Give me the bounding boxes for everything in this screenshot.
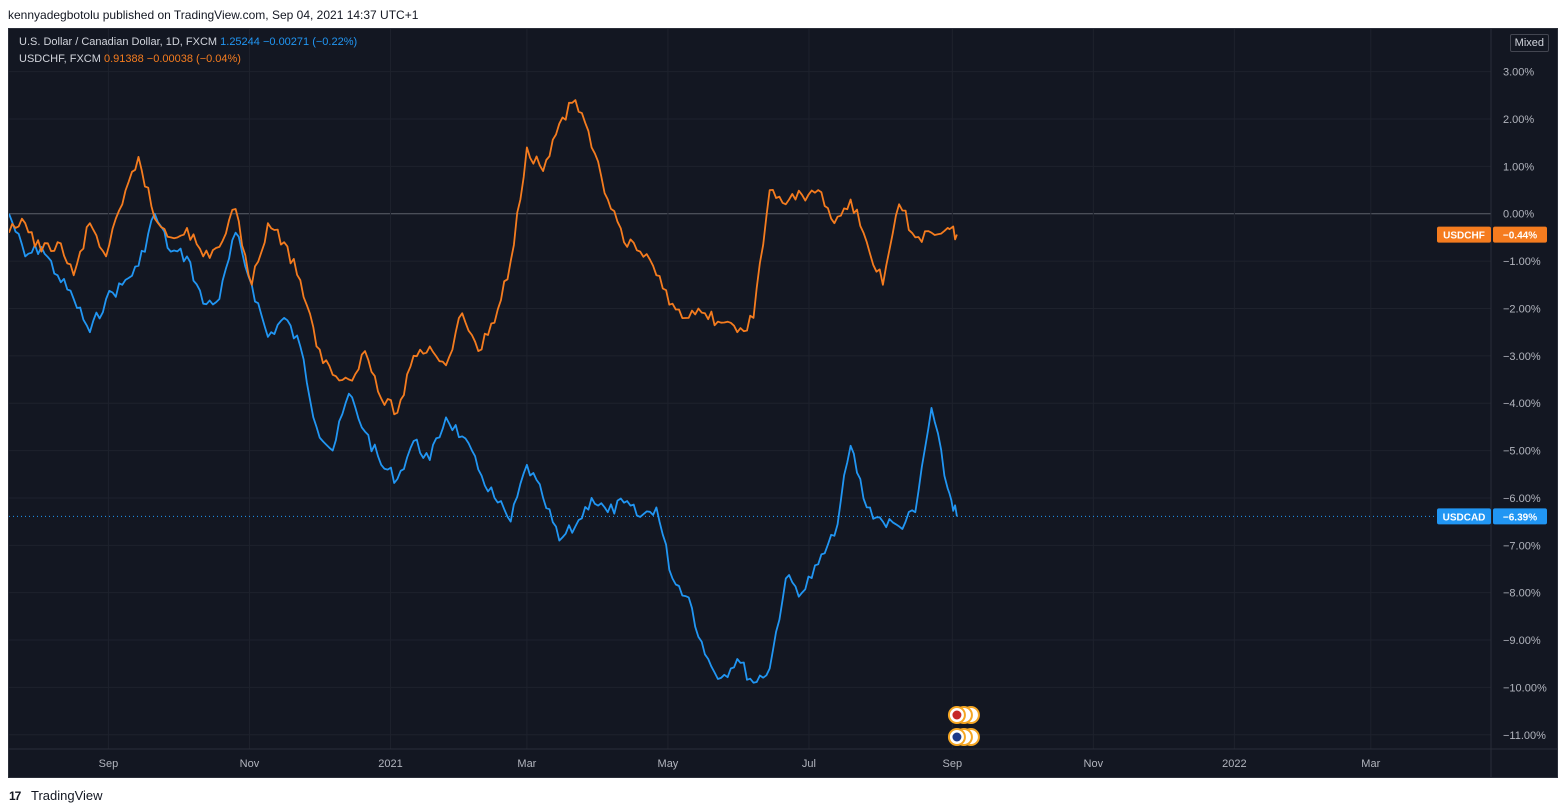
legend-usdcad-value: 1.25244 xyxy=(220,36,260,48)
y-tick-label: −1.00% xyxy=(1503,256,1541,268)
us-flag-icon xyxy=(952,732,962,742)
series-layer xyxy=(9,99,1491,684)
legend-usdcad-change-pct: (−0.22%) xyxy=(312,36,358,48)
footer: 17 TradingView xyxy=(0,778,1566,812)
last-value-tag-usdchf xyxy=(1493,226,1547,243)
last-value-tag-text: −0.44% xyxy=(1503,231,1537,242)
symbol-tag-text: USDCAD xyxy=(1443,512,1486,523)
x-tick-label: Mar xyxy=(517,758,536,770)
y-tick-label: −10.00% xyxy=(1503,682,1547,694)
published-text: kennyadegbotolu published on TradingView… xyxy=(8,8,419,22)
y-tick-label: −6.00% xyxy=(1503,493,1541,505)
scale-mode-button[interactable]: Mixed xyxy=(1509,34,1549,52)
x-tick-label: Mar xyxy=(1361,758,1380,770)
y-tick-label: −4.00% xyxy=(1503,398,1541,410)
chart-pane[interactable]: 3.00% 2.00% 1.00% 0.00% −1.00% −2.00% −3.00% −4… xyxy=(8,28,1558,778)
x-tick-label: Sep xyxy=(943,758,963,770)
legend-usdcad-name: U.S. Dollar / Canadian Dollar, 1D, FXCM xyxy=(19,36,218,48)
y-tick-label: −2.00% xyxy=(1503,303,1541,315)
x-tick-label: May xyxy=(658,758,679,770)
x-tick-label: Jul xyxy=(802,758,816,770)
y-tick-label: −9.00% xyxy=(1503,635,1541,647)
y-tick-label: −5.00% xyxy=(1503,446,1541,458)
axis-layer: 3.00% 2.00% 1.00% 0.00% −1.00% −2.00% −3.00% −4… xyxy=(9,29,1557,777)
symbol-tag-usdchf xyxy=(1437,226,1491,243)
legend-usdchf[interactable]: USDCHF, FXCM 0.91388 −0.00038 (−0.04%) xyxy=(19,53,241,65)
symbol-tag-text: USDCHF xyxy=(1443,231,1485,242)
series-line-usdcad xyxy=(9,212,958,684)
last-value-tag-usdcad xyxy=(1493,508,1547,525)
y-tick-label: 1.00% xyxy=(1503,161,1534,173)
y-tick-label: 2.00% xyxy=(1503,114,1534,126)
legend-usdchf-change: −0.00038 xyxy=(146,53,193,65)
x-tick-label: Nov xyxy=(240,758,260,770)
y-tick-label: −11.00% xyxy=(1503,730,1546,742)
y-tick-label: 0.00% xyxy=(1503,209,1534,221)
footer-brand: TradingView xyxy=(31,788,103,803)
ca-flag-icon xyxy=(952,710,962,720)
legend-usdchf-change-pct: (−0.04%) xyxy=(196,53,241,65)
y-tick-label: 3.00% xyxy=(1503,67,1534,79)
chart-svg[interactable]: 3.00% 2.00% 1.00% 0.00% −1.00% −2.00% −3.00% −4… xyxy=(9,29,1558,778)
legend-usdchf-name: USDCHF, FXCM xyxy=(19,53,101,65)
series-line-usdchf xyxy=(9,99,958,416)
scale-mode-label: Mixed xyxy=(1514,37,1544,49)
y-tick-label: −8.00% xyxy=(1503,588,1541,600)
tradingview-logo-icon: 17 xyxy=(9,789,21,803)
y-tick-label: −3.00% xyxy=(1503,351,1541,363)
flags-layer xyxy=(947,706,980,746)
x-tick-label: Nov xyxy=(1084,758,1104,770)
symbol-tag-usdcad xyxy=(1437,508,1491,525)
y-tick-label: −7.00% xyxy=(1503,540,1541,552)
last-value-tag-text: −6.39% xyxy=(1503,512,1537,523)
legend-usdcad[interactable]: U.S. Dollar / Canadian Dollar, 1D, FXCM … xyxy=(19,36,357,48)
x-tick-label: 2022 xyxy=(1222,758,1246,770)
legend-usdchf-value: 0.91388 xyxy=(103,53,144,65)
published-header: kennyadegbotolu published on TradingView… xyxy=(0,0,1566,28)
legend-usdcad-change: −0.00271 xyxy=(262,36,310,48)
x-tick-label: Sep xyxy=(99,758,119,770)
x-tick-label: 2021 xyxy=(378,758,402,770)
grid-layer xyxy=(9,29,1491,749)
